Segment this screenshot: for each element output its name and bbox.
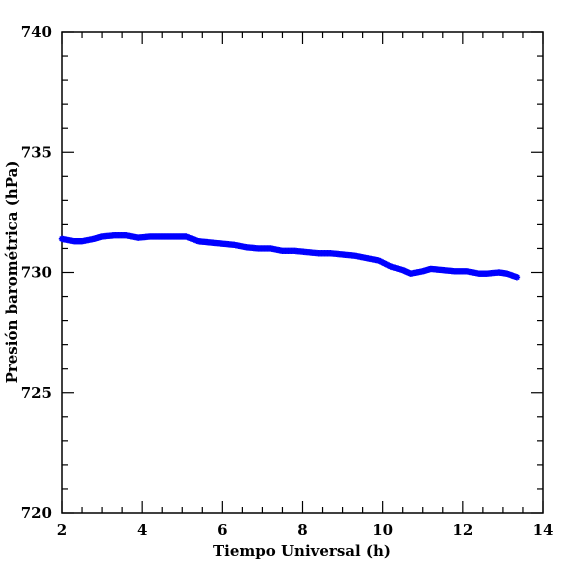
y-tick-label: 740	[21, 23, 52, 41]
data-point	[513, 274, 521, 281]
x-tick-label: 8	[297, 521, 307, 539]
y-tick-label: 730	[21, 264, 52, 282]
y-tick-label: 720	[21, 504, 52, 522]
x-tick-label: 6	[217, 521, 227, 539]
x-tick-label: 14	[533, 521, 554, 539]
markers	[58, 232, 521, 281]
x-tick-label: 4	[137, 521, 147, 539]
tick-labels: 2 4 6 8 10 12 14 720 725 730 735 740	[21, 23, 554, 539]
y-axis-label: Presión barométrica (hPa)	[3, 161, 21, 384]
x-axis-label: Tiempo Universal (h)	[213, 542, 391, 560]
y-tick-label: 725	[21, 384, 52, 402]
ticks	[61, 31, 544, 514]
x-tick-label: 2	[57, 521, 67, 539]
y-tick-label: 735	[21, 143, 52, 161]
x-tick-label: 12	[452, 521, 473, 539]
x-tick-label: 10	[372, 521, 393, 539]
